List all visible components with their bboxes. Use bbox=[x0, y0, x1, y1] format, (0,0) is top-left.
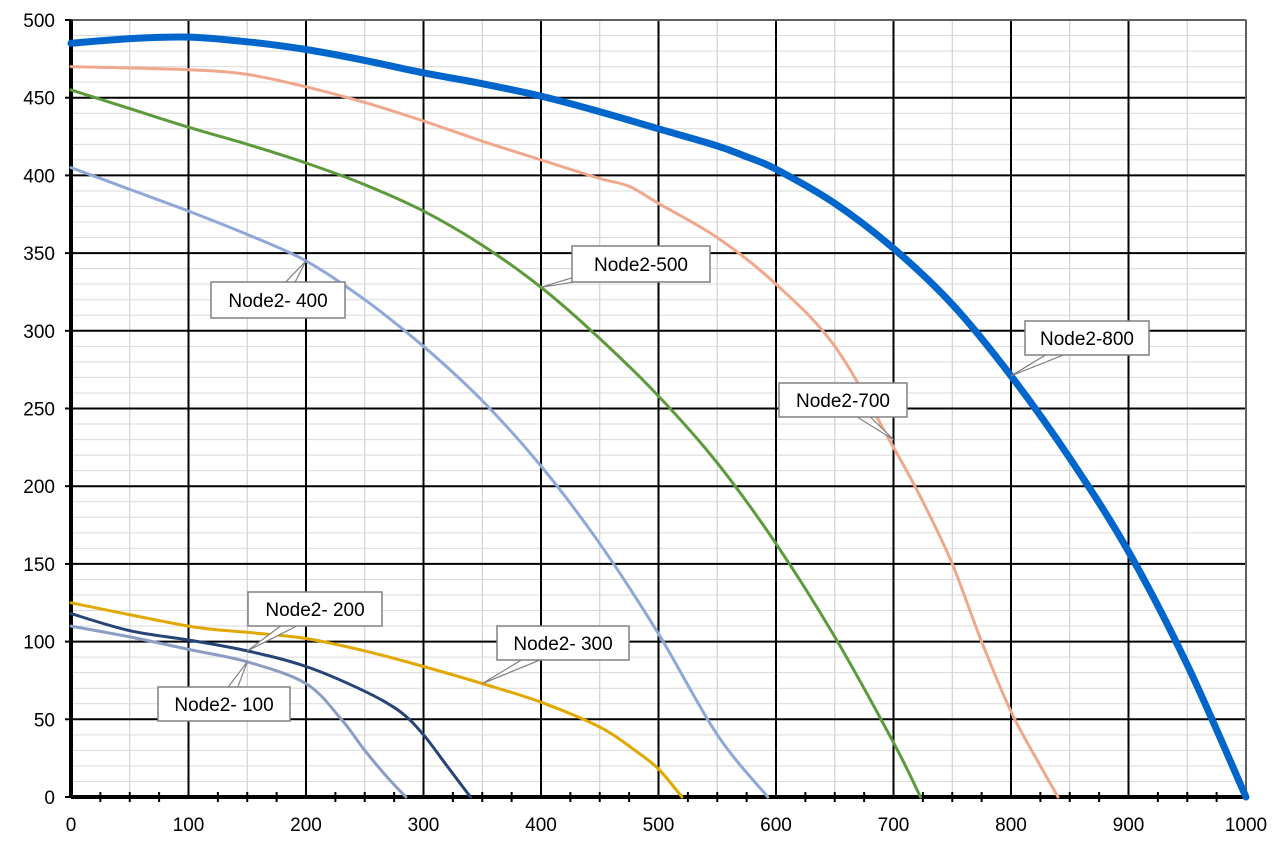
callout-label: Node2- 400 bbox=[228, 291, 327, 312]
x-tick-label: 0 bbox=[66, 815, 77, 836]
series-line-node2-300 bbox=[69, 601, 684, 799]
callout-node2-400: Node2- 400 bbox=[210, 260, 346, 319]
x-tick-label: 700 bbox=[878, 815, 910, 836]
callout-node2-700: Node2-700 bbox=[778, 382, 908, 441]
x-tick-label: 500 bbox=[643, 815, 675, 836]
callout-label: Node2- 200 bbox=[265, 600, 364, 621]
callout-node2-800: Node2-800 bbox=[1010, 320, 1150, 377]
callout-node2-500: Node2-500 bbox=[540, 245, 711, 288]
y-tick-label: 500 bbox=[23, 11, 55, 32]
callout-box bbox=[247, 591, 383, 627]
y-tick-label: 250 bbox=[23, 400, 55, 421]
x-tick-label: 1000 bbox=[1225, 815, 1267, 836]
series-layer bbox=[67, 33, 1250, 801]
y-tick-label: 0 bbox=[44, 788, 55, 809]
x-tick-label: 600 bbox=[760, 815, 792, 836]
callout-label: Node2-500 bbox=[594, 255, 688, 276]
series-line-node2-800 bbox=[67, 33, 1250, 801]
x-tick-label: 300 bbox=[408, 815, 440, 836]
y-tick-label: 400 bbox=[23, 166, 55, 187]
y-tick-label: 350 bbox=[23, 244, 55, 265]
y-tick-label: 100 bbox=[23, 633, 55, 654]
callout-box bbox=[571, 245, 711, 283]
callout-label: Node2- 300 bbox=[513, 634, 612, 655]
y-tick-label: 200 bbox=[23, 477, 55, 498]
callout-box bbox=[157, 686, 291, 722]
callout-box bbox=[778, 382, 908, 418]
x-axis-tick-labels: 0 100 200 300 400 500 600 700 800 900 1000 bbox=[66, 815, 1267, 836]
annotation-layer: Node2- 400 Node2-500 Node2-800 Node2-700 Nod… bbox=[157, 245, 1150, 722]
series-line-node2-200 bbox=[69, 612, 472, 799]
series-line-node2-100 bbox=[69, 624, 408, 799]
y-tick-label: 450 bbox=[23, 89, 55, 110]
y-tick-label: 50 bbox=[34, 710, 55, 731]
callout-node2-300: Node2- 300 bbox=[481, 625, 630, 685]
callout-box bbox=[496, 625, 630, 661]
callout-label: Node2- 100 bbox=[174, 695, 273, 716]
x-tick-label: 100 bbox=[173, 815, 205, 836]
x-tick-label: 900 bbox=[1113, 815, 1145, 836]
x-tick-label: 800 bbox=[995, 815, 1027, 836]
axes bbox=[65, 19, 1246, 802]
y-tick-label: 300 bbox=[23, 322, 55, 343]
callout-node2-100: Node2- 100 bbox=[157, 661, 291, 722]
x-tick-label: 200 bbox=[290, 815, 322, 836]
callout-label: Node2-700 bbox=[796, 391, 890, 412]
callout-box bbox=[210, 281, 346, 319]
series-line-node2-700 bbox=[69, 65, 1060, 799]
x-tick-label: 400 bbox=[525, 815, 557, 836]
callout-label: Node2-800 bbox=[1040, 329, 1134, 350]
y-tick-label: 150 bbox=[23, 555, 55, 576]
callout-box bbox=[1024, 320, 1150, 356]
series-line-node2-400 bbox=[69, 166, 770, 799]
callout-node2-200: Node2- 200 bbox=[246, 591, 383, 652]
y-axis-tick-labels: 0 50 100 150 200 250 300 350 400 450 500 bbox=[23, 11, 55, 809]
